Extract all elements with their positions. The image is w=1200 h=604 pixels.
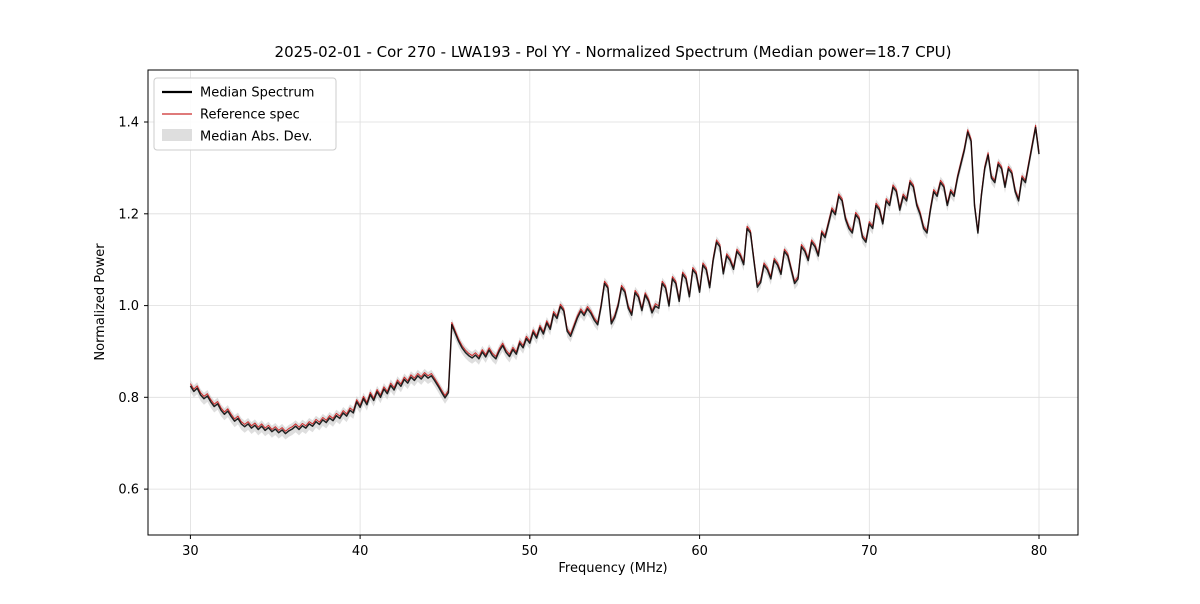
x-tick-label: 40 xyxy=(352,544,369,559)
chart-title: 2025-02-01 - Cor 270 - LWA193 - Pol YY -… xyxy=(275,43,952,61)
legend-label-median: Median Spectrum xyxy=(200,86,314,101)
median-line xyxy=(189,126,1040,435)
legend-label-reference: Reference spec xyxy=(200,108,300,123)
y-tick-label: 0.8 xyxy=(118,391,139,406)
y-tick-label: 0.6 xyxy=(118,483,139,498)
y-tick-label: 1.0 xyxy=(118,299,139,314)
x-tick-label: 70 xyxy=(861,544,878,559)
legend-label-mad: Median Abs. Dev. xyxy=(200,130,312,145)
series-layer xyxy=(189,124,1040,435)
mad-band-layer xyxy=(190,121,1039,440)
legend-band-swatch-icon xyxy=(162,129,192,141)
x-axis-label: Frequency (MHz) xyxy=(558,561,667,576)
y-tick-label: 1.2 xyxy=(118,207,139,222)
legend: Median Spectrum Reference spec Median Ab… xyxy=(153,77,337,151)
x-tick-label: 50 xyxy=(522,544,539,559)
mad-band xyxy=(190,121,1039,440)
tick-layer: 30 40 50 60 70 80 0.6 0.8 1.0 1.2 1.4 xyxy=(118,116,1047,560)
x-tick-label: 80 xyxy=(1031,544,1048,559)
y-tick-label: 1.4 xyxy=(118,116,139,131)
axes-frame xyxy=(147,69,1079,536)
legend-box xyxy=(153,77,337,151)
x-tick-label: 30 xyxy=(182,544,199,559)
reference-line xyxy=(189,124,1040,432)
y-axis-label: Normalized Power xyxy=(93,243,108,361)
x-tick-label: 60 xyxy=(691,544,708,559)
